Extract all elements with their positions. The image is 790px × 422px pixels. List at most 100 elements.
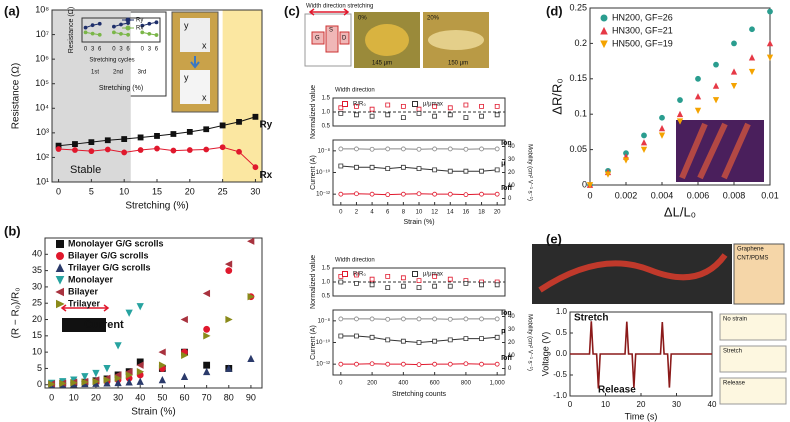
annotation: Release [598, 385, 636, 396]
y2-axis-label: Mobility (cm² V⁻¹ s⁻¹) [526, 144, 532, 201]
data-point [338, 333, 344, 339]
group-label: 2nd [113, 70, 123, 76]
x-tick-label: 1,000 [490, 381, 506, 387]
data-point [432, 316, 438, 322]
legend-marker [412, 101, 418, 107]
y-tick-label: 10² [36, 152, 49, 162]
electrode [325, 25, 339, 53]
micrograph-feature [428, 30, 484, 50]
data-point [136, 377, 144, 385]
data-point [400, 316, 406, 322]
y-tick-label: 10⁻¹⁰ [316, 339, 331, 346]
data-point [236, 118, 242, 125]
y-tick-label: 1.0 [556, 307, 568, 316]
y-tick-label: 20 [32, 314, 42, 324]
y-tick-label: 10⁸ [35, 4, 49, 14]
data-point [186, 147, 193, 153]
x-tick-label: 0 [49, 392, 54, 402]
data-point [354, 164, 359, 170]
x-tick-label: 0.006 [687, 190, 710, 200]
y-axis-label: (R − R₀)/R₀ [11, 288, 22, 339]
x-tick-label: 0.002 [615, 190, 638, 200]
data-point [125, 371, 134, 379]
data-point [137, 134, 144, 141]
data-point [586, 182, 594, 189]
data-point [338, 163, 344, 169]
y-tick-label: 1.0 [322, 280, 331, 286]
data-point [338, 111, 344, 116]
legend-marker [55, 276, 65, 285]
data-point [694, 93, 702, 100]
image-label: 0% [358, 16, 367, 22]
data-point [136, 303, 144, 311]
annotation: Current [84, 319, 124, 331]
data-point [154, 33, 159, 37]
data-point [479, 336, 484, 341]
data-point [59, 379, 67, 388]
data-point [83, 30, 88, 35]
x-tick-label: 20 [91, 392, 101, 402]
diagram-label: No strain [723, 317, 747, 323]
image-label: Width direction stretching [306, 4, 373, 10]
x-tick-label: 80 [224, 392, 234, 402]
y2-tick-label: 30 [508, 157, 515, 163]
data-point [354, 191, 359, 197]
data-point [623, 150, 629, 157]
x-tick-label: 10 [119, 186, 129, 196]
x-tick-label: 0 [141, 47, 145, 53]
image-label: 150 µm [448, 61, 468, 67]
legend-label: Trilayer G/G scrolls [68, 262, 151, 272]
data-point [354, 361, 359, 367]
data-point [385, 361, 391, 367]
data-point [137, 147, 144, 153]
legend-marker [342, 271, 348, 277]
y-tick-label: 10⁻¹⁰ [316, 169, 331, 176]
x-tick-label: 90 [246, 392, 256, 402]
image-label: CNT/PDMS [737, 256, 768, 262]
data-point [416, 111, 422, 116]
data-point [494, 361, 500, 367]
data-point [236, 148, 242, 155]
y2-tick-label: 40 [508, 314, 515, 320]
data-point [432, 113, 438, 119]
data-point [447, 283, 453, 289]
data-point [140, 30, 145, 35]
y-tick-label: 0.0 [556, 349, 568, 358]
x-tick-label: 400 [398, 381, 409, 387]
data-point [494, 191, 500, 197]
y-axis-label: ΔR/R₀ [549, 78, 564, 114]
y-tick-label: 10⁴ [35, 103, 49, 113]
data-point [72, 141, 78, 147]
x-tick-label: 6 [155, 47, 159, 53]
data-point [463, 361, 469, 367]
data-point [354, 104, 359, 109]
data-point [712, 97, 720, 104]
data-point [416, 340, 422, 345]
y-tick-label: 1.5 [322, 96, 331, 102]
data-point [730, 82, 738, 90]
data-point [479, 191, 484, 197]
data-point [432, 338, 438, 344]
data-point [186, 128, 193, 135]
image-label: Graphene [737, 247, 764, 253]
x-tick-label: 0 [339, 381, 343, 387]
y-axis-label: Current (A) [310, 155, 317, 190]
data-point [416, 166, 422, 171]
data-point [432, 283, 438, 289]
data-point [112, 30, 116, 35]
panel-label: (a) [4, 3, 20, 18]
data-point [385, 102, 391, 108]
data-point [97, 32, 102, 37]
legend-marker [125, 17, 131, 23]
highlight-span [222, 10, 262, 182]
x-tick-label: 800 [461, 381, 472, 387]
data-point [219, 144, 226, 151]
data-point [494, 334, 500, 340]
data-point [225, 267, 233, 274]
data-point [126, 32, 130, 37]
data-point [622, 157, 630, 164]
series-label: μ [501, 328, 505, 335]
data-point [494, 167, 500, 173]
panel-label: (d) [546, 3, 563, 18]
y-axis-label: Resistance (Ω) [11, 63, 22, 129]
